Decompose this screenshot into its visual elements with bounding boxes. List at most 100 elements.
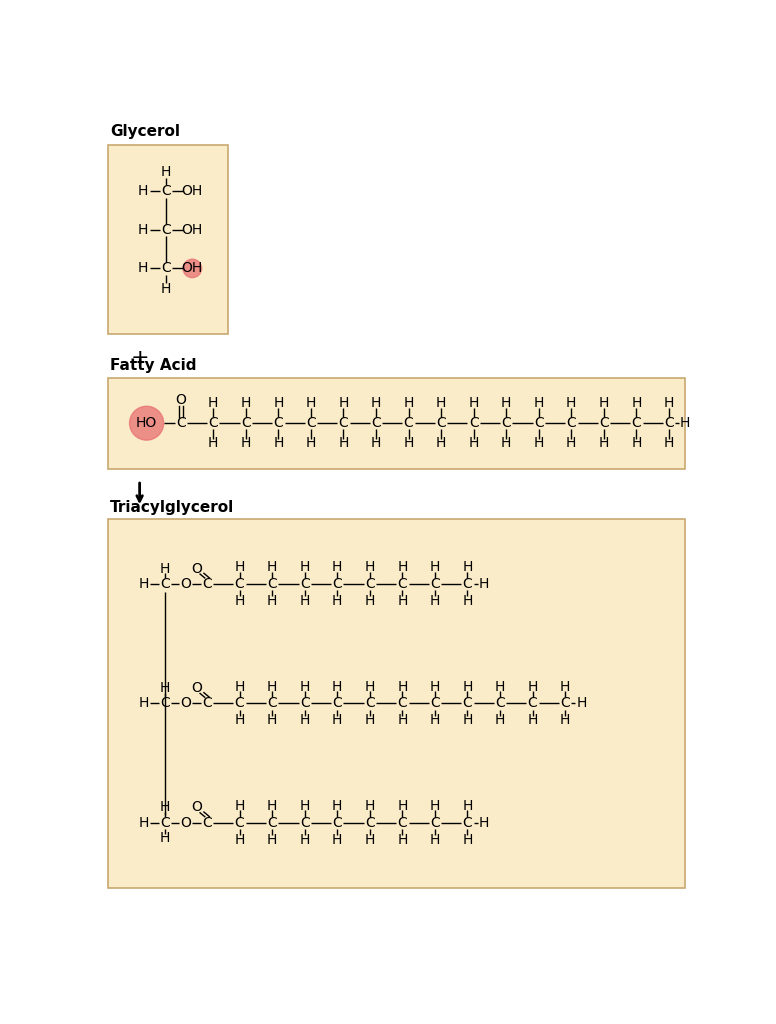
Text: C: C (436, 416, 446, 430)
Text: H: H (365, 560, 375, 574)
Text: C: C (599, 416, 608, 430)
Text: O: O (191, 681, 202, 695)
Text: C: C (241, 416, 251, 430)
Text: C: C (397, 816, 407, 829)
Text: C: C (234, 696, 244, 711)
Text: H: H (267, 560, 277, 574)
Text: C: C (161, 184, 171, 199)
Text: H: H (365, 714, 375, 727)
Text: H: H (160, 801, 171, 814)
Text: C: C (306, 416, 316, 430)
Text: H: H (534, 436, 544, 451)
Text: C: C (495, 696, 505, 711)
Text: H: H (631, 396, 642, 411)
Text: H: H (241, 396, 251, 411)
Text: H: H (566, 396, 577, 411)
Text: C: C (332, 578, 342, 591)
Text: H: H (234, 799, 244, 813)
Text: C: C (300, 578, 310, 591)
Text: H: H (300, 833, 310, 847)
Text: HO: HO (136, 416, 158, 430)
Text: H: H (404, 396, 414, 411)
Text: H: H (430, 799, 440, 813)
Text: H: H (208, 396, 218, 411)
Text: H: H (501, 436, 511, 451)
Text: H: H (332, 799, 342, 813)
Text: H: H (430, 560, 440, 574)
Text: H: H (267, 680, 277, 693)
Text: H: H (462, 594, 473, 608)
Text: H: H (462, 680, 473, 693)
Text: H: H (161, 283, 171, 296)
Text: Glycerol: Glycerol (110, 124, 180, 139)
Text: C: C (161, 816, 170, 829)
Text: C: C (161, 261, 171, 275)
Text: H: H (430, 833, 440, 847)
Text: C: C (209, 416, 218, 430)
Text: H: H (495, 680, 505, 693)
Text: C: C (664, 416, 674, 430)
Text: O: O (180, 816, 191, 829)
Text: C: C (338, 416, 348, 430)
Text: H: H (631, 436, 642, 451)
Text: H: H (138, 816, 149, 829)
Text: H: H (267, 833, 277, 847)
Text: H: H (462, 799, 473, 813)
Text: C: C (161, 696, 170, 711)
Text: H: H (560, 680, 570, 693)
Text: C: C (430, 578, 440, 591)
Text: O: O (175, 393, 186, 408)
Text: H: H (462, 833, 473, 847)
Text: H: H (338, 436, 348, 451)
Text: H: H (273, 396, 283, 411)
Text: C: C (404, 416, 414, 430)
Text: H: H (300, 594, 310, 608)
Text: C: C (267, 696, 277, 711)
Text: H: H (332, 833, 342, 847)
Text: C: C (332, 816, 342, 829)
Text: H: H (577, 696, 587, 711)
Text: H: H (479, 578, 489, 591)
Text: H: H (365, 680, 375, 693)
Text: H: H (332, 714, 342, 727)
Text: OH: OH (182, 223, 203, 237)
Text: H: H (598, 436, 609, 451)
Text: C: C (632, 416, 641, 430)
Text: C: C (273, 416, 283, 430)
Text: O: O (191, 562, 202, 575)
Text: H: H (495, 714, 505, 727)
Text: H: H (137, 184, 148, 199)
Text: H: H (397, 799, 407, 813)
Text: H: H (234, 594, 244, 608)
Text: H: H (300, 560, 310, 574)
Text: H: H (663, 396, 674, 411)
Text: C: C (371, 416, 381, 430)
Text: H: H (160, 562, 171, 575)
Text: C: C (161, 578, 170, 591)
Text: C: C (566, 416, 576, 430)
Text: H: H (338, 396, 348, 411)
Text: H: H (528, 680, 538, 693)
Text: H: H (267, 799, 277, 813)
Text: H: H (234, 714, 244, 727)
Text: H: H (560, 714, 570, 727)
Text: H: H (161, 165, 171, 179)
Text: H: H (404, 436, 414, 451)
Text: C: C (267, 816, 277, 829)
Text: C: C (300, 816, 310, 829)
Text: OH: OH (182, 261, 203, 275)
Text: H: H (436, 396, 446, 411)
Text: C: C (203, 578, 212, 591)
FancyBboxPatch shape (108, 519, 685, 888)
Text: Triacylglycerol: Triacylglycerol (110, 501, 234, 515)
Circle shape (130, 407, 164, 440)
Text: C: C (430, 816, 440, 829)
Text: H: H (300, 680, 310, 693)
Text: H: H (430, 714, 440, 727)
Text: H: H (234, 833, 244, 847)
FancyBboxPatch shape (108, 378, 685, 469)
Text: H: H (430, 680, 440, 693)
Text: C: C (234, 816, 244, 829)
Text: C: C (462, 816, 473, 829)
Text: H: H (469, 396, 479, 411)
